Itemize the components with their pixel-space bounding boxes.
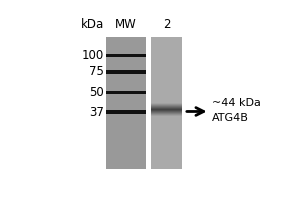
Text: MW: MW (115, 18, 137, 31)
Bar (106, 54, 146, 57)
Text: kDa: kDa (80, 18, 104, 31)
Text: ~44 kDa: ~44 kDa (212, 98, 261, 108)
Bar (152, 37, 182, 169)
Bar (106, 91, 146, 94)
Text: 100: 100 (82, 49, 104, 62)
Text: 37: 37 (89, 106, 104, 119)
Text: 75: 75 (89, 65, 104, 78)
Bar (106, 110, 146, 114)
Text: 50: 50 (89, 86, 104, 99)
Text: 2: 2 (163, 18, 170, 31)
Bar (106, 70, 146, 74)
Text: ATG4B: ATG4B (212, 113, 249, 123)
Bar (106, 37, 146, 169)
